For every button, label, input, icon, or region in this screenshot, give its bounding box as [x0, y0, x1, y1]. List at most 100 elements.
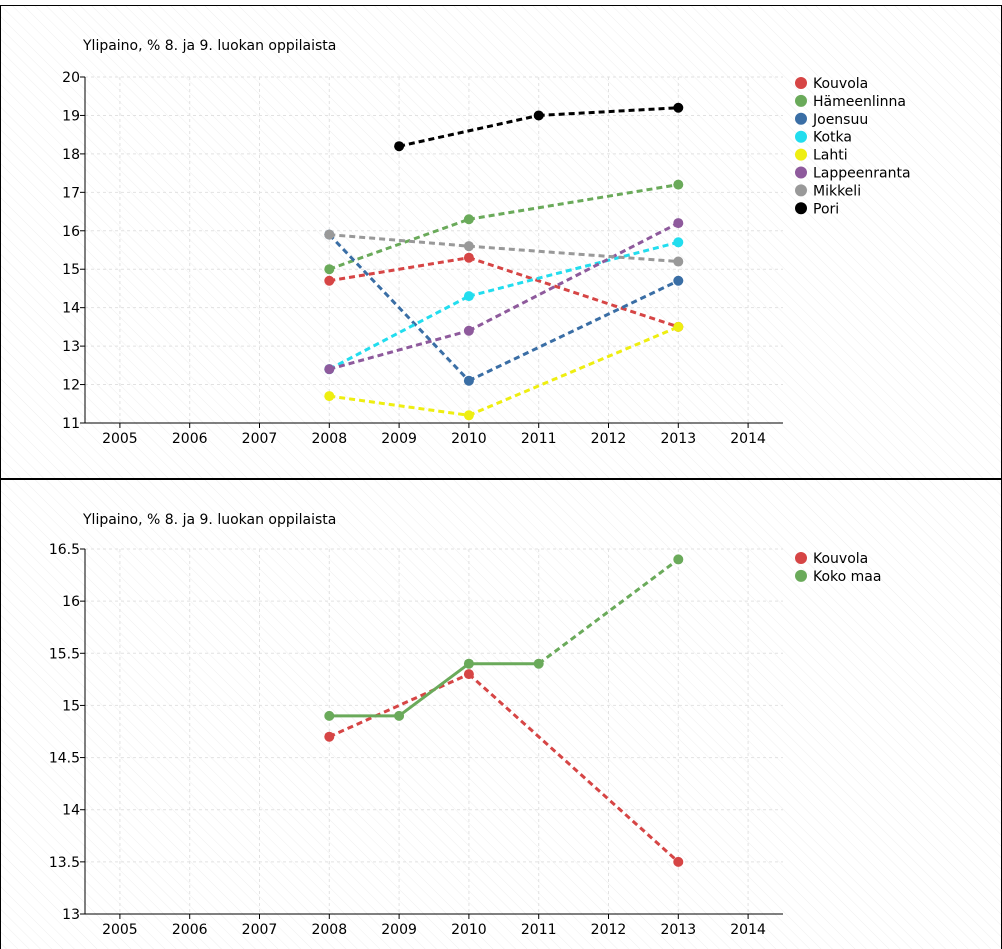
- series-line-segment: [468, 256, 679, 329]
- series-koko-maa: [324, 554, 684, 721]
- series-line-segment: [468, 240, 679, 298]
- series-line-segment: [328, 672, 470, 739]
- y-tick-label: 16: [62, 594, 80, 610]
- chart-title-top: Ylipaino, % 8. ja 9. luokan oppilaista: [82, 38, 336, 54]
- data-point[interactable]: [673, 102, 684, 113]
- chart-panel-top: Ylipaino, % 8. ja 9. luokan oppilaista 2…: [0, 5, 1002, 480]
- legend-label: Kouvola: [813, 76, 868, 92]
- data-point[interactable]: [673, 218, 684, 229]
- y-tick-label: 13: [62, 907, 80, 923]
- data-point[interactable]: [463, 658, 474, 669]
- x-tick-label: 2009: [381, 431, 417, 447]
- legend-marker: [795, 569, 807, 582]
- legend-marker: [795, 130, 807, 143]
- x-tick-label: 2008: [311, 431, 347, 447]
- series-line-segment: [398, 113, 540, 148]
- legend-label: Hämeenlinna: [813, 94, 906, 110]
- legend-marker: [795, 148, 807, 161]
- data-point[interactable]: [673, 856, 684, 867]
- series-kouvola: [324, 669, 684, 867]
- series-line-segment: [329, 394, 470, 417]
- series-line-segment: [329, 233, 470, 248]
- y-tick-label: 12: [62, 378, 80, 394]
- legend-marker: [795, 202, 807, 215]
- data-point[interactable]: [533, 658, 544, 669]
- legend-label: Pori: [813, 201, 839, 217]
- y-tick-label: 18: [62, 147, 80, 163]
- series-line-segment: [328, 329, 470, 371]
- data-point[interactable]: [673, 275, 684, 286]
- data-point[interactable]: [394, 141, 405, 152]
- data-point[interactable]: [463, 325, 474, 336]
- chart-bottom-svg: Ylipaino, % 8. ja 9. luokan oppilaista 2…: [1, 480, 1001, 949]
- data-point[interactable]: [324, 391, 335, 402]
- series-pori: [394, 102, 684, 152]
- y-tick-label: 15: [62, 262, 80, 278]
- series-line-segment: [398, 662, 470, 718]
- y-tick-label: 20: [62, 70, 80, 86]
- data-point[interactable]: [463, 410, 474, 421]
- data-point[interactable]: [533, 110, 544, 121]
- data-point[interactable]: [324, 710, 335, 721]
- y-tick-label: 14.5: [49, 751, 80, 767]
- y-tick-label: 16: [62, 224, 80, 240]
- data-point[interactable]: [324, 229, 335, 240]
- legend-label: Koko maa: [813, 569, 881, 585]
- series-line-segment: [468, 279, 679, 383]
- legend-label: Mikkeli: [813, 183, 861, 199]
- data-point[interactable]: [324, 264, 335, 275]
- x-tick-label: 2007: [242, 431, 278, 447]
- series-line-segment: [537, 558, 680, 665]
- x-tick-label: 2011: [521, 922, 557, 938]
- y-tick-label: 15: [62, 698, 80, 714]
- x-tick-label: 2014: [730, 431, 766, 447]
- data-point[interactable]: [324, 364, 335, 375]
- x-tick-label: 2007: [242, 922, 278, 938]
- x-tick-label: 2013: [660, 922, 696, 938]
- x-tick-label: 2005: [102, 431, 138, 447]
- series-line-segment: [328, 294, 470, 371]
- y-tick-label: 15.5: [49, 646, 80, 662]
- data-point[interactable]: [324, 275, 335, 286]
- x-tick-label: 2010: [451, 922, 487, 938]
- series-line-segment: [329, 256, 470, 283]
- x-tick-label: 2006: [172, 431, 208, 447]
- data-point[interactable]: [324, 731, 335, 742]
- series-h-meenlinna: [324, 179, 684, 275]
- data-point[interactable]: [463, 291, 474, 302]
- x-tick-label: 2012: [591, 431, 627, 447]
- x-tick-label: 2008: [311, 922, 347, 938]
- data-point[interactable]: [394, 710, 405, 721]
- data-point[interactable]: [673, 321, 684, 332]
- legend-label: Lappeenranta: [813, 166, 911, 182]
- series-line-segment: [328, 233, 470, 382]
- data-point[interactable]: [673, 237, 684, 248]
- data-point[interactable]: [463, 241, 474, 252]
- y-tick-label: 13.5: [49, 855, 80, 871]
- series-line-segment: [468, 183, 679, 221]
- legend-label: Kotka: [813, 130, 852, 146]
- data-point[interactable]: [463, 252, 474, 263]
- y-tick-label: 14: [62, 803, 80, 819]
- data-point[interactable]: [463, 214, 474, 225]
- series-line-segment: [467, 673, 680, 863]
- chart-panel-bottom: Ylipaino, % 8. ja 9. luokan oppilaista 2…: [0, 480, 1002, 949]
- x-tick-label: 2009: [381, 922, 417, 938]
- x-tick-label: 2006: [172, 922, 208, 938]
- legend-marker: [795, 77, 807, 89]
- data-point[interactable]: [673, 179, 684, 190]
- series-lahti: [324, 321, 684, 421]
- x-tick-label: 2014: [730, 922, 766, 938]
- x-tick-label: 2013: [660, 431, 696, 447]
- x-tick-label: 2005: [102, 922, 138, 938]
- data-point[interactable]: [673, 256, 684, 267]
- data-point[interactable]: [463, 669, 474, 680]
- series-mikkeli: [324, 229, 684, 267]
- legend-marker: [795, 552, 807, 564]
- x-tick-label: 2011: [521, 431, 557, 447]
- legend-marker: [795, 184, 807, 197]
- y-tick-label: 14: [62, 301, 80, 317]
- legend-marker: [795, 94, 807, 107]
- data-point[interactable]: [673, 554, 684, 565]
- data-point[interactable]: [463, 375, 474, 386]
